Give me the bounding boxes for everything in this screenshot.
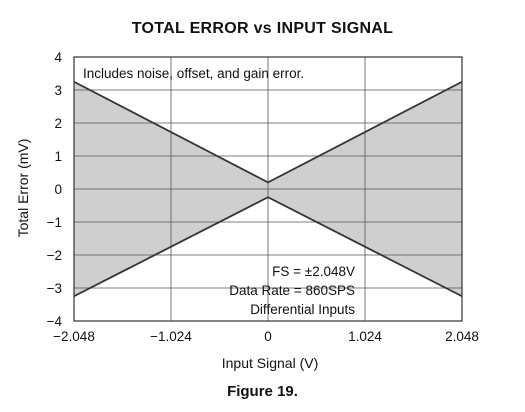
y-tick-label: 4 — [54, 50, 62, 65]
series-lines-layer — [73, 80, 463, 298]
y-tick-label: 2 — [54, 116, 62, 131]
y-tick-label: −3 — [47, 281, 62, 296]
y-tick-label: 3 — [54, 83, 62, 98]
annotation-data-rate: Data Rate = 860SPS — [229, 283, 355, 298]
x-tick-label: 1.024 — [348, 329, 382, 344]
y-tick-label: 0 — [54, 182, 62, 197]
chart-title: TOTAL ERROR vs INPUT SIGNAL — [131, 20, 394, 37]
annotation-fs: FS = ±2.048V — [272, 264, 355, 279]
plot-frame — [73, 56, 463, 322]
annotation-includes-noise: Includes noise, offset, and gain error. — [83, 66, 304, 81]
x-tick-label: 0 — [264, 329, 272, 344]
lower-error-line — [73, 196, 463, 298]
x-tick-label: −2.048 — [53, 329, 95, 344]
tick-labels-layer: −2.048 −1.024 0 1.024 2.048 −4 −3 −2 −1 0 1 2 3 4 — [47, 50, 479, 344]
figure-caption: Figure 19. — [227, 383, 298, 400]
grid-layer — [74, 57, 462, 321]
x-tick-label: −1.024 — [150, 329, 192, 344]
upper-error-line — [73, 80, 463, 184]
y-tick-label: 1 — [54, 149, 62, 164]
y-axis-label: Total Error (mV) — [15, 139, 31, 238]
y-tick-label: −2 — [47, 248, 62, 263]
x-axis-label: Input Signal (V) — [222, 355, 319, 371]
y-tick-label: −4 — [47, 314, 63, 329]
annotation-differential-inputs: Differential Inputs — [250, 302, 355, 317]
x-tick-label: 2.048 — [445, 329, 479, 344]
y-tick-label: −1 — [47, 215, 62, 230]
